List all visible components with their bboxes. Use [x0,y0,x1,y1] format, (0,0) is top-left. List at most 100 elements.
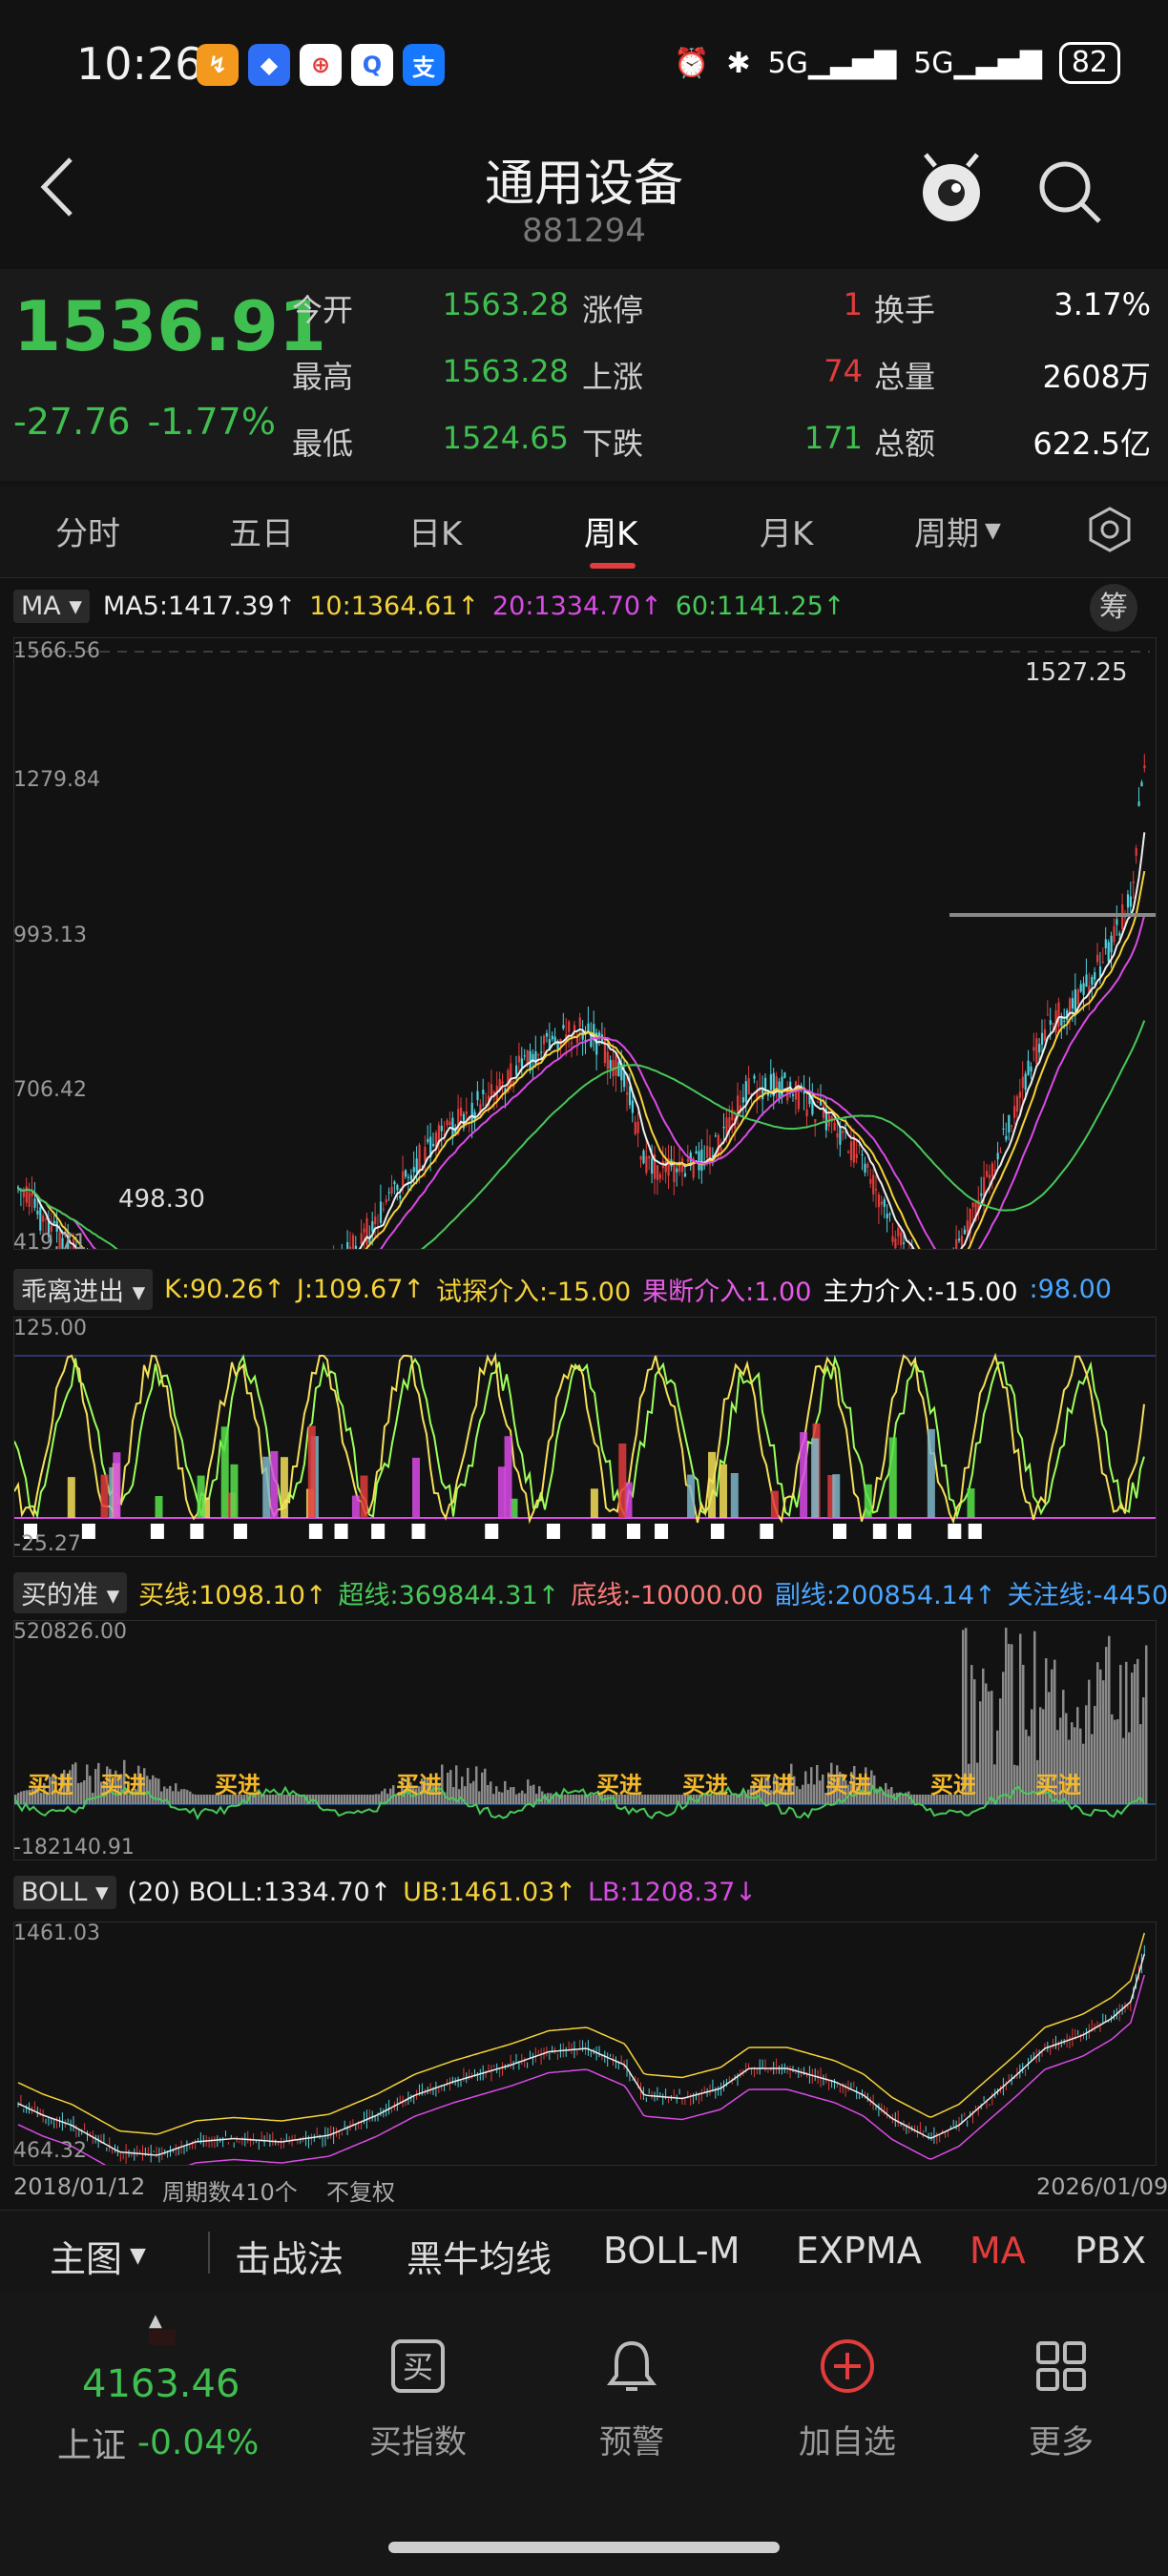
main-chart-selector[interactable]: 主图 ▼ [50,2230,146,2282]
tab-expma[interactable]: EXPMA [796,2230,922,2272]
ind2-volume-bar [956,1795,959,1804]
axis-bottom-label: 419.71 [13,1231,87,1255]
ind2-volume-bar [627,1795,630,1804]
adjust-mode[interactable]: 不复权 [326,2179,395,2206]
ind2-selector[interactable]: 买的准 ▾ [13,1572,128,1613]
ind2-volume-bar [97,1762,100,1804]
quote-panel [0,269,1168,481]
ind1-signal-block [371,1524,386,1539]
ind1-panel[interactable] [13,1317,1157,1557]
candle-body [1096,954,1099,963]
ma-selector[interactable]: MA ▾ [13,590,90,623]
ind2-volume-bar [913,1794,916,1804]
tab-black-bull[interactable]: 黑牛均线 [407,2238,553,2280]
candle-body [986,1171,989,1177]
candle-body [999,1152,1002,1153]
tab-pbx[interactable]: PBX [1074,2230,1147,2272]
period-tabs: 分时 五日 日K 周K 月K 周期 ▼ [0,487,1168,578]
ind2-volume-bar [1048,1692,1051,1804]
ind2-volume-bar [289,1795,292,1804]
ind2-volume-bar [177,1791,180,1804]
ind2-volume-bar [922,1795,925,1804]
ind2-volume-bar [183,1789,186,1804]
ind2-volume-bar [867,1777,870,1804]
ind1-signal-block [626,1524,640,1539]
tab-daily-k[interactable]: 日K [408,515,463,553]
ind1-signal-block [897,1524,911,1539]
back-button[interactable] [38,153,76,238]
ind2-volume-bar [166,1788,169,1804]
ind2-volume-bar [727,1795,730,1804]
ind2-buy-signal: 买进 [215,1772,261,1798]
ind2-buy-signal: 买进 [1035,1772,1081,1798]
candle-body [595,1032,598,1055]
buy-index-button[interactable]: 买 买指数 [332,2337,504,2462]
bluetooth-icon: ✱ [726,46,751,80]
search-button[interactable] [1036,158,1103,229]
candle-body [1041,1032,1044,1045]
ind2-volume-bar [283,1795,286,1804]
ind2-volume-bar [386,1793,389,1804]
candle-body [1098,966,1102,977]
ind2-volume-bar [484,1768,487,1804]
ind2-volume-bar [988,1691,991,1804]
index-value[interactable]: 4163.46 [82,2362,240,2406]
ind1-bar [220,1426,229,1518]
tab-five-day[interactable]: 五日 [229,515,294,553]
more-button[interactable]: 更多 [975,2337,1147,2462]
candle-body [515,1065,518,1075]
boll-panel[interactable] [13,1922,1157,2177]
ind2-volume-bar [928,1795,930,1804]
ind1-selector[interactable]: 乖离进出 ▾ [13,1269,154,1310]
add-watchlist-button[interactable]: 加自选 [761,2337,933,2462]
ind2-volume-bar [1016,1765,1019,1804]
ind1-bar [197,1475,205,1518]
boll-selector[interactable]: BOLL ▾ [13,1876,116,1909]
candle-body [534,1051,537,1067]
tab-monthly-k[interactable]: 月K [760,515,814,553]
candle-body [845,1125,847,1127]
ind2-volume-bar [558,1795,561,1804]
ind1-decisive: 果断介入:1.00 [642,1278,812,1307]
ind2-volume-bar [306,1795,309,1804]
ind2-volume-bar [621,1795,624,1804]
candle-body [1066,1009,1069,1021]
candle-body [1018,1091,1021,1098]
chip-distribution-button[interactable]: 筹 [1090,584,1137,632]
tab-strategy[interactable]: 击战法 [235,2238,344,2280]
tab-period[interactable]: 周期 ▼ [914,508,1001,554]
home-indicator[interactable] [388,2542,780,2553]
ind2-volume-bar [678,1795,681,1804]
tab-fenshi[interactable]: 分时 [55,515,120,553]
candle-body [1132,881,1135,883]
candle-body [686,1159,689,1162]
ind2-volume-bar [1056,1730,1059,1804]
candle-body [575,1034,578,1043]
ind2-volume-bar [1125,1661,1128,1804]
ind2-volume-bar [959,1795,962,1804]
ind2-volume-bar [1145,1645,1148,1804]
ind2-volume-bar [321,1795,323,1804]
current-price: 1536.91 [13,286,326,366]
candle-body [897,1228,900,1236]
ind2-line [13,1784,1145,1820]
ind2-volume-bar [169,1785,172,1804]
alert-button[interactable]: 预警 [546,2337,718,2462]
kline-panel[interactable] [13,113,1157,1360]
app-notification-icon: Q [351,44,393,86]
settings-button[interactable] [1086,506,1134,557]
mascot-button[interactable] [918,153,985,229]
candle-body [966,1220,969,1233]
ind2-volume-bar [1108,1635,1111,1804]
candle-body [548,1039,551,1050]
tab-ma[interactable]: MA [970,2230,1026,2272]
ind2-volume-bar [358,1795,361,1804]
tab-weekly-k[interactable]: 周K [584,515,638,553]
ind2-buy-signal: 买进 [396,1772,442,1798]
ind2-panel[interactable]: 买进 买进 买进 买进 买进 买进 买进 买进 买进 买进 [13,1620,1157,1860]
index-info[interactable]: 上证 -0.04% [57,2418,259,2467]
candle-body [678,1161,681,1173]
ma5-value: MA5:1417.39↑ [102,592,297,621]
tab-boll-m[interactable]: BOLL-M [603,2230,740,2272]
ind2-volume-bar [392,1785,395,1804]
